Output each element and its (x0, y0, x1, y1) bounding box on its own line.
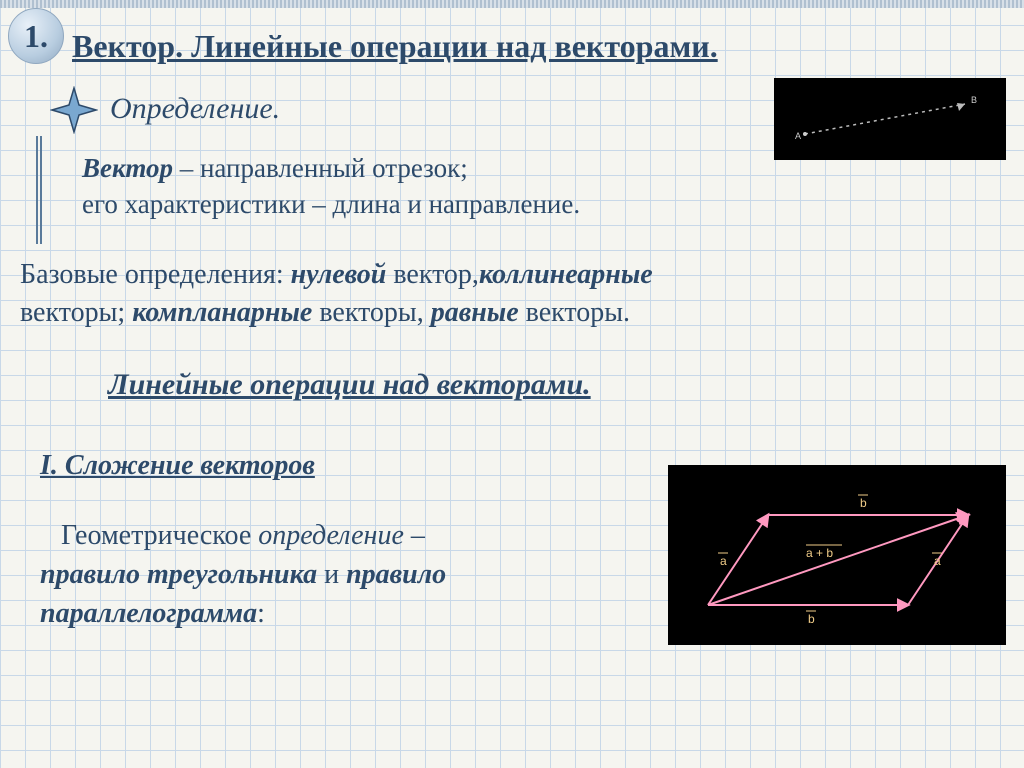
definition-label: Определение. (110, 92, 280, 126)
def-line1-rest: – направленный отрезок; (173, 153, 468, 183)
svg-text:a: a (720, 554, 727, 568)
star-icon (50, 86, 98, 134)
a4: векторы. (519, 297, 630, 328)
svg-text:a: a (934, 554, 941, 568)
page-title: Вектор. Линейные операции над векторами. (72, 28, 718, 65)
g1a: Геометрическое (61, 520, 258, 551)
definition-text: Вектор – направленный отрезок; его харак… (82, 150, 742, 223)
addition-heading: I. Сложение векторов (40, 450, 315, 482)
parallelogram-figure: a a b b a + b (668, 465, 1006, 645)
svg-text:b: b (808, 612, 815, 626)
top-pattern-band (0, 0, 1024, 8)
g2c: правило (346, 559, 446, 590)
linear-ops-heading: Линейные операции над векторами. (108, 368, 591, 402)
a2: векторы; (20, 297, 132, 328)
term-equal: равные (431, 297, 519, 328)
g2b: и (317, 559, 346, 590)
base-definitions: Базовые определения: нулевой вектор,колл… (20, 256, 1004, 332)
vector-segment-figure: A B (774, 78, 1006, 160)
g1c: – (404, 520, 425, 551)
a1: вектор, (386, 259, 479, 290)
base-prefix: Базовые определения: (20, 259, 291, 290)
geometric-definition-text: Геометрическое определение – правило тре… (40, 516, 630, 634)
term-vector: Вектор (82, 153, 173, 183)
g1b: определение (258, 520, 404, 551)
term-collinear: коллинеарные (479, 259, 653, 290)
g3a: параллелограмма (40, 598, 257, 629)
section-number-badge: 1. (8, 8, 64, 64)
svg-text:B: B (971, 95, 977, 105)
def-line2: его характеристики – длина и направление… (82, 189, 580, 219)
svg-text:b: b (860, 496, 867, 510)
term-zero: нулевой (291, 259, 387, 290)
svg-text:a + b: a + b (806, 546, 833, 560)
svg-text:A: A (795, 131, 801, 141)
g3b: : (257, 598, 265, 629)
a3: векторы, (312, 297, 430, 328)
g2a: правило треугольника (40, 559, 317, 590)
margin-double-line (36, 136, 42, 244)
term-coplanar: компланарные (132, 297, 312, 328)
